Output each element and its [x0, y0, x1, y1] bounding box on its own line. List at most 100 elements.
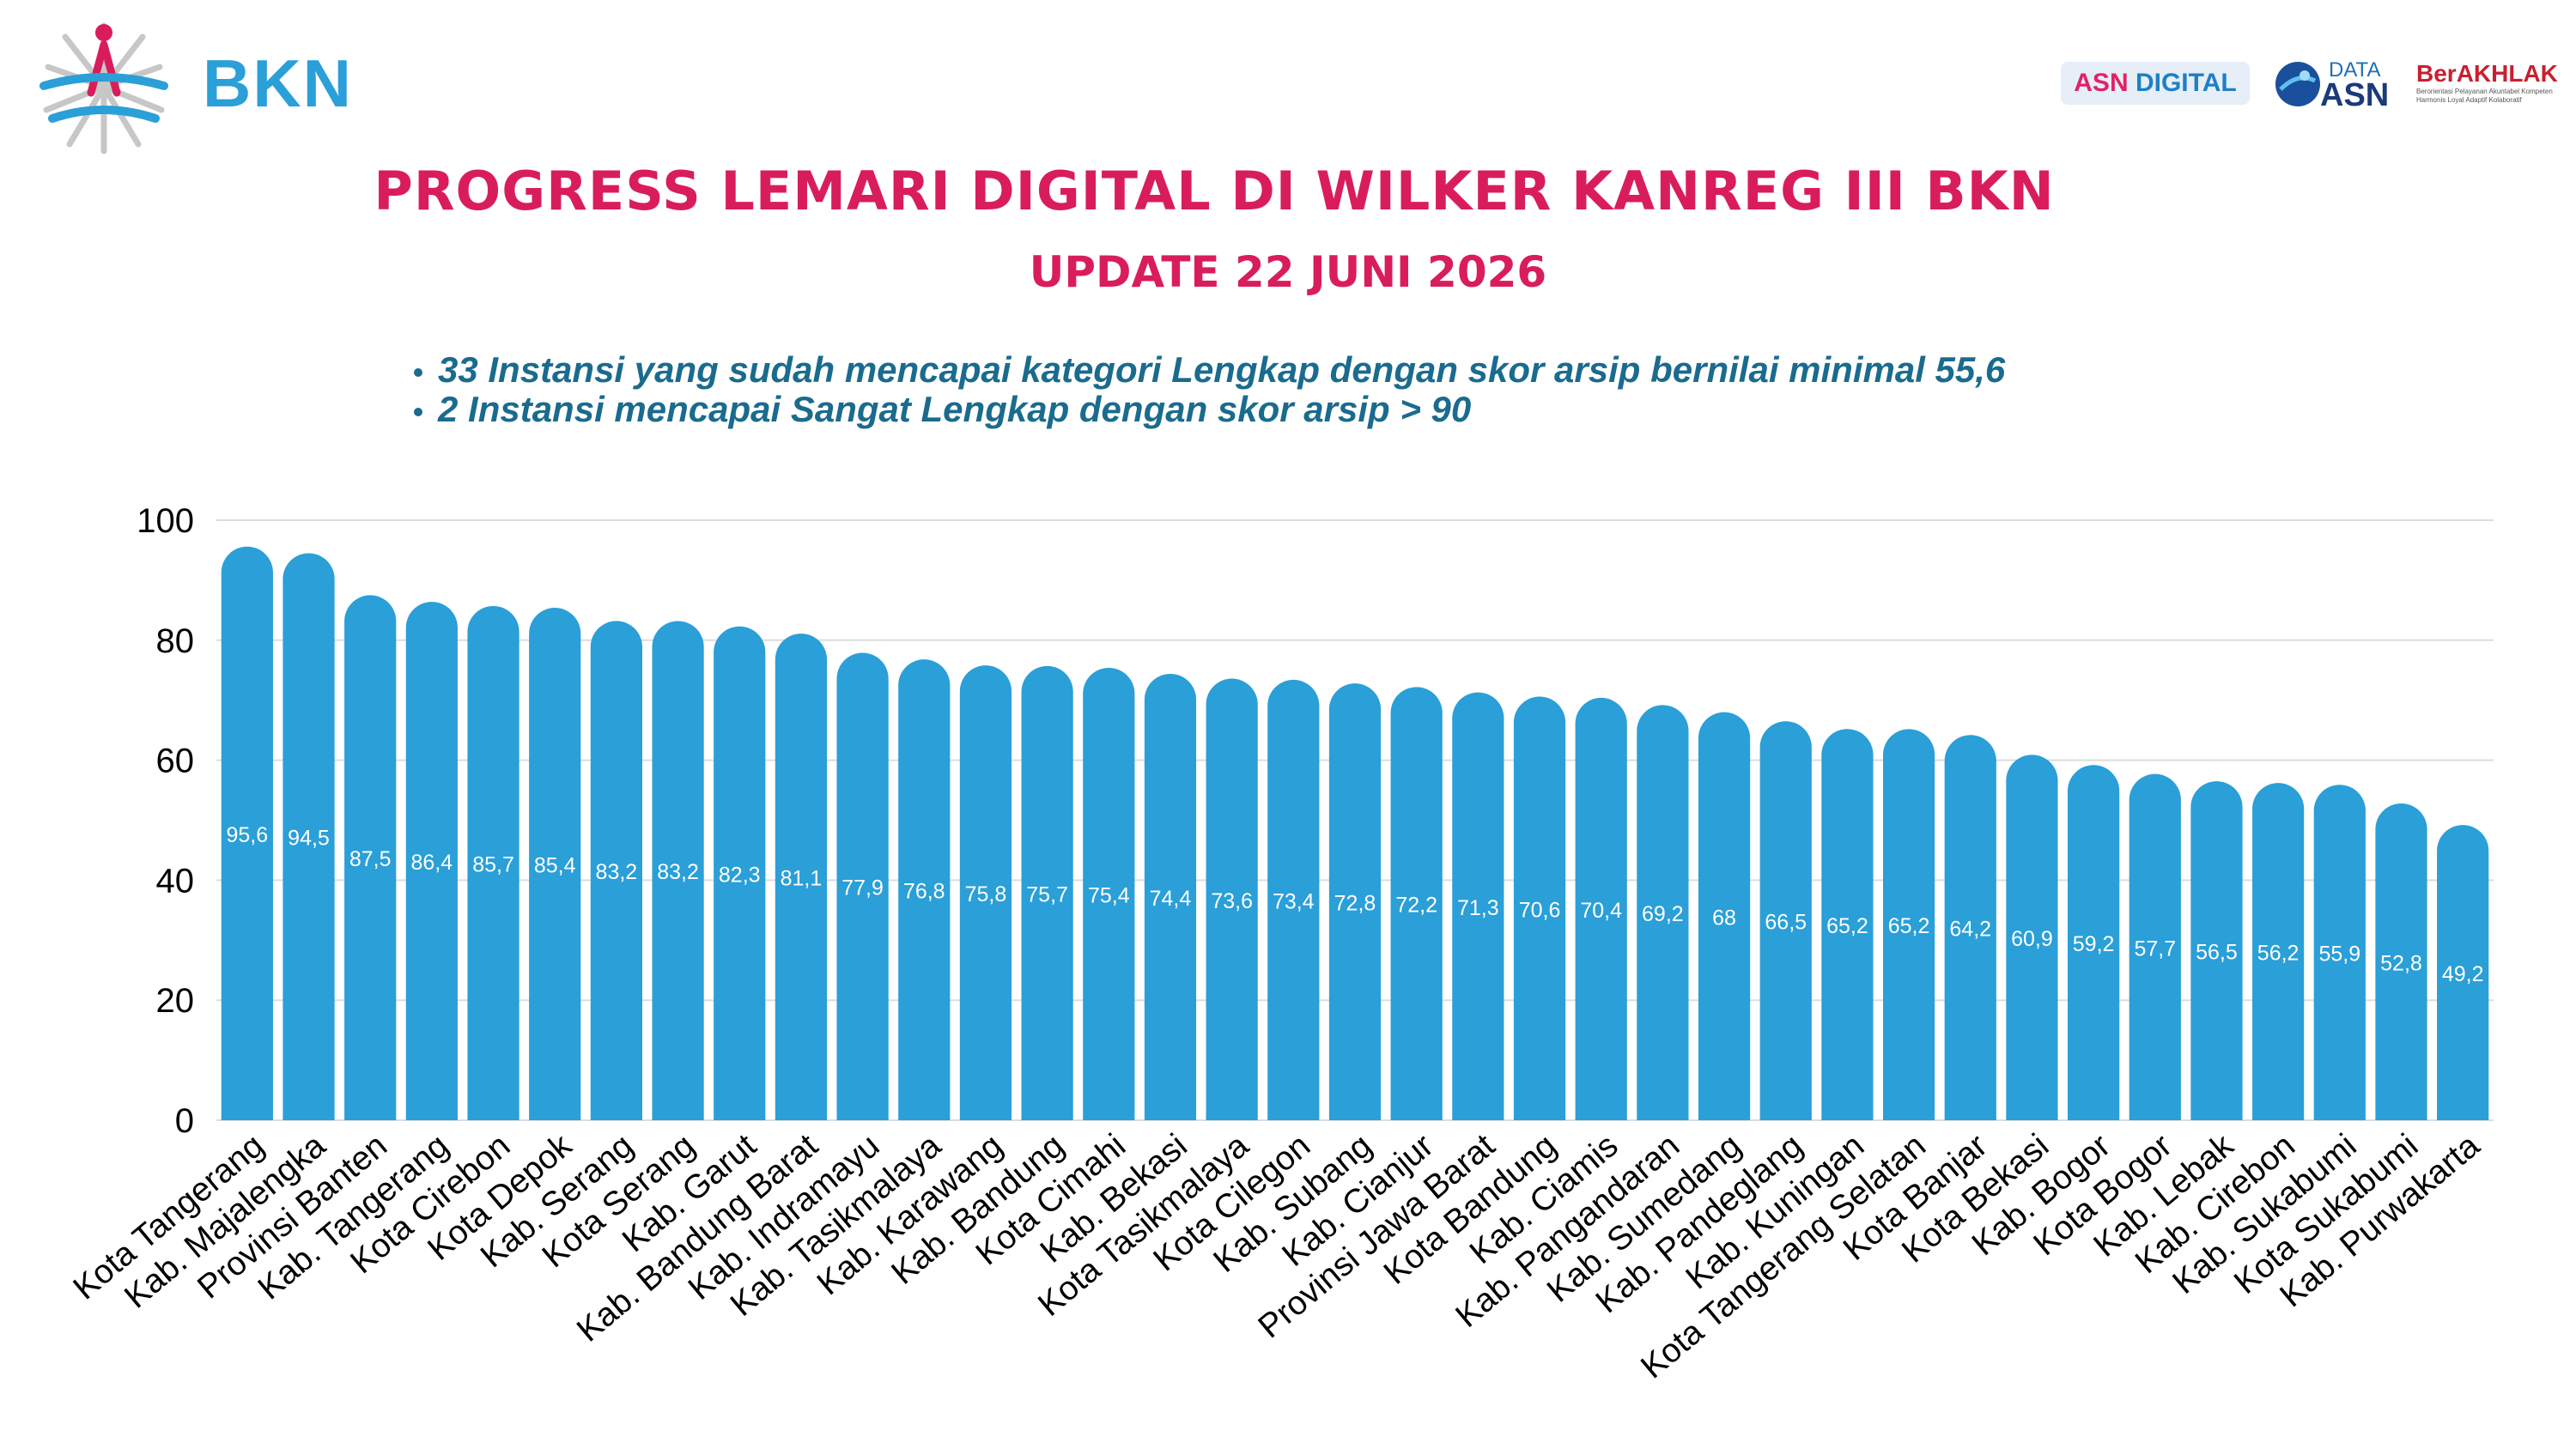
data-label: 83,2	[657, 860, 699, 884]
data-label: 66,5	[1765, 911, 1807, 935]
bar	[2313, 785, 2366, 1120]
bar	[1882, 729, 1935, 1120]
bar	[467, 605, 519, 1120]
bar	[714, 626, 766, 1120]
bar	[283, 553, 335, 1120]
bar	[1575, 697, 1627, 1120]
berakhlak-badge: BerAKHLAK Berorientasi Pelayanan Akuntab…	[2416, 60, 2562, 112]
bar	[1821, 729, 1874, 1120]
bar	[898, 659, 951, 1120]
y-tick-label: 0	[175, 1102, 194, 1140]
notes-list: 33 Instansi yang sudah mencapai kategori…	[414, 350, 2005, 429]
header-badges: ASN DIGITAL DATA ASN BerAKHLAK Berorient…	[2061, 55, 2576, 117]
bar	[1452, 692, 1504, 1120]
data-label: 74,4	[1150, 887, 1192, 911]
badge-asn-part2: DIGITAL	[2135, 69, 2237, 97]
logo-text: BKN	[203, 45, 353, 121]
bkn-emblem-icon	[39, 22, 168, 155]
badge-berakhlak-tagline: Berorientasi Pelayanan Akuntabel Kompete…	[2416, 88, 2553, 104]
y-tick-label: 80	[156, 622, 195, 660]
bar	[2129, 773, 2181, 1120]
bar	[2437, 825, 2489, 1120]
bar	[1759, 721, 1812, 1120]
data-label: 49,2	[2442, 962, 2484, 986]
bar	[2190, 781, 2243, 1120]
data-label: 60,9	[2011, 927, 2053, 951]
data-label: 68	[1712, 906, 1736, 930]
bar	[344, 595, 397, 1120]
bar	[2068, 765, 2120, 1120]
bar	[1698, 712, 1751, 1120]
bar	[1206, 678, 1258, 1120]
bullet-icon	[414, 407, 422, 416]
data-label: 65,2	[1826, 914, 1868, 938]
bar	[1267, 679, 1320, 1120]
bar	[1328, 683, 1382, 1120]
page-subtitle: UPDATE 22 JUNI 2026	[1029, 247, 1547, 297]
bar	[590, 621, 642, 1120]
bar	[221, 546, 273, 1120]
data-label: 95,6	[227, 823, 269, 847]
data-label: 70,6	[1519, 898, 1561, 922]
bar	[1637, 705, 1689, 1120]
data-label: 85,4	[534, 854, 576, 878]
y-tick-label: 60	[156, 743, 195, 780]
data-label: 75,7	[1026, 882, 1068, 906]
data-asn-globe-icon	[2275, 62, 2320, 106]
data-label: 55,9	[2318, 943, 2360, 967]
note-item: 2 Instansi mencapai Sangat Lengkap denga…	[414, 390, 2005, 429]
badge-data-top: DATA	[2329, 58, 2381, 82]
bkn-logo: BKN	[31, 15, 351, 158]
data-label: 82,3	[719, 863, 761, 887]
bar	[1390, 687, 1443, 1120]
y-axis: 0 20 40 60 80 100	[137, 502, 194, 1140]
bar	[1944, 735, 1996, 1120]
y-tick-label: 40	[156, 862, 195, 900]
y-tick-label: 100	[137, 502, 194, 540]
data-label: 83,2	[596, 860, 638, 884]
asn-digital-badge: ASN DIGITAL	[2061, 62, 2250, 105]
badge-data-bottom: ASN	[2320, 77, 2390, 113]
badge-asn-part1: ASN	[2074, 69, 2129, 97]
bar	[2252, 783, 2305, 1120]
data-label: 70,4	[1580, 899, 1622, 923]
data-label: 69,2	[1642, 902, 1684, 926]
data-label: 73,4	[1273, 889, 1315, 913]
bar	[1513, 696, 1566, 1120]
data-label: 85,7	[472, 852, 514, 876]
data-label: 64,2	[1949, 918, 1991, 942]
data-label: 94,5	[288, 827, 330, 851]
data-label: 86,4	[411, 851, 453, 875]
bar	[529, 608, 581, 1120]
data-label: 72,8	[1334, 892, 1376, 916]
note-text: 33 Instansi yang sudah mencapai kategori…	[438, 349, 2006, 390]
bar	[1144, 673, 1197, 1120]
bar	[2006, 755, 2058, 1120]
chart-bars: 95,6 94,5 87,5 86,4 85,7 85,4 83,2 83,2 82,3 81,1…	[221, 546, 2489, 1120]
bar	[652, 621, 704, 1120]
data-label: 59,2	[2073, 932, 2115, 956]
bar	[405, 602, 458, 1120]
bar	[1083, 667, 1135, 1120]
note-text: 2 Instansi mencapai Sangat Lengkap denga…	[438, 389, 1472, 429]
data-label: 56,2	[2257, 942, 2300, 966]
data-label: 77,9	[841, 876, 884, 900]
data-label: 87,5	[349, 847, 392, 871]
data-label: 81,1	[781, 867, 823, 891]
data-label: 65,2	[1888, 914, 1930, 938]
bullet-icon	[414, 367, 422, 377]
note-item: 33 Instansi yang sudah mencapai kategori…	[414, 350, 2005, 390]
data-label: 56,5	[2196, 941, 2238, 965]
bar	[1021, 665, 1073, 1120]
bar	[836, 652, 889, 1120]
bar	[775, 634, 828, 1120]
data-label: 71,3	[1457, 896, 1499, 920]
data-label: 76,8	[903, 880, 945, 904]
badge-berakhlak-label: BerAKHLAK	[2416, 60, 2558, 87]
data-asn-badge: DATA ASN	[2272, 55, 2401, 115]
data-label: 75,4	[1088, 883, 1130, 907]
bar-chart: 0 20 40 60 80 100 95,6 94,5 87,5 86,4 85,7 85,4 83,…	[67, 502, 2494, 1386]
page-title: PROGRESS LEMARI DIGITAL DI WILKER KANREG…	[374, 160, 2055, 222]
bar	[2375, 803, 2427, 1120]
